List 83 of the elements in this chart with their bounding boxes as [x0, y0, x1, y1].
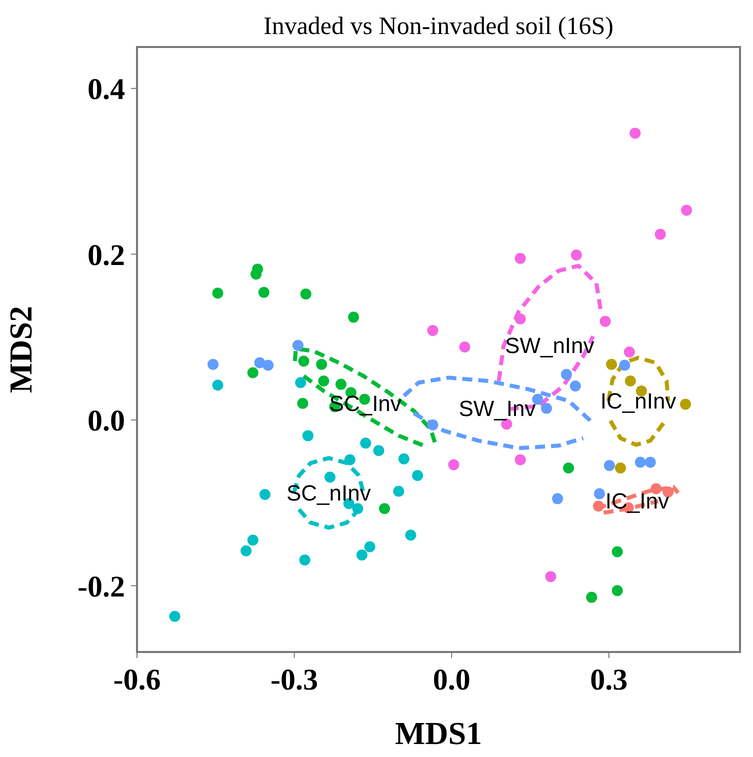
point	[586, 592, 598, 603]
point	[624, 346, 635, 358]
x-tick-label: -0.6	[113, 663, 161, 696]
point	[324, 472, 336, 483]
point	[427, 324, 438, 336]
point	[348, 312, 360, 323]
point	[373, 445, 384, 456]
y-axis-title: MDS2	[2, 306, 38, 394]
point	[412, 470, 424, 481]
point	[612, 585, 623, 596]
point	[552, 493, 564, 504]
point	[592, 500, 604, 512]
series-label: SW_nInv	[505, 332, 594, 358]
point	[247, 534, 258, 546]
point	[259, 489, 270, 500]
point	[514, 454, 526, 466]
point	[297, 398, 308, 409]
point	[681, 204, 692, 216]
point	[624, 375, 636, 386]
point	[258, 286, 270, 298]
line-series	[608, 418, 666, 447]
point	[570, 380, 581, 392]
x-tick-label: 0.3	[590, 663, 628, 696]
point	[302, 430, 314, 442]
x-tick-label: 0.0	[432, 663, 470, 696]
point	[606, 358, 618, 370]
point	[680, 398, 691, 410]
series-label: SW_Inv	[458, 396, 536, 422]
chart-title: Invaded vs Non-invaded soil (16S)	[262, 12, 614, 42]
point	[169, 610, 180, 622]
point	[654, 228, 666, 240]
point	[630, 128, 641, 139]
point	[545, 571, 556, 582]
point	[393, 486, 404, 497]
point	[360, 438, 372, 449]
series-label: IC_nInv	[600, 388, 676, 414]
point	[541, 402, 552, 414]
point	[318, 375, 330, 386]
point	[459, 342, 470, 353]
point	[614, 462, 626, 474]
point	[344, 454, 356, 466]
x-axis-title: MDS1	[394, 715, 482, 751]
line-series	[496, 264, 603, 383]
point	[514, 252, 526, 264]
point	[378, 503, 390, 514]
point	[240, 545, 252, 556]
point	[247, 367, 258, 378]
point	[212, 288, 224, 299]
y-tick-label: -0.2	[78, 570, 125, 604]
point	[570, 250, 582, 261]
point	[298, 356, 310, 367]
series-label: SC_nInv	[286, 480, 371, 506]
point	[300, 288, 312, 300]
y-tick-label: 0.2	[88, 238, 125, 272]
point	[604, 460, 615, 472]
point	[619, 360, 630, 371]
point	[335, 378, 346, 390]
point	[292, 340, 304, 351]
x-tick-label: -0.3	[270, 663, 318, 696]
point	[356, 550, 368, 561]
point	[299, 554, 310, 566]
line-series	[402, 376, 593, 423]
point	[448, 459, 460, 470]
point	[295, 377, 306, 388]
point	[427, 419, 438, 430]
point	[612, 546, 623, 558]
y-tick-label: 0.4	[88, 73, 125, 106]
point	[364, 541, 376, 552]
point	[563, 462, 574, 474]
point	[316, 358, 328, 370]
point	[262, 360, 274, 371]
point	[514, 313, 526, 324]
y-tick-label: 0.0	[88, 404, 125, 438]
point	[398, 453, 410, 464]
point	[560, 368, 572, 380]
point	[634, 456, 646, 468]
point	[250, 268, 262, 280]
point	[594, 488, 605, 500]
point	[600, 316, 611, 327]
point	[405, 530, 416, 541]
point	[212, 380, 224, 391]
point	[208, 358, 219, 370]
point	[644, 456, 656, 468]
